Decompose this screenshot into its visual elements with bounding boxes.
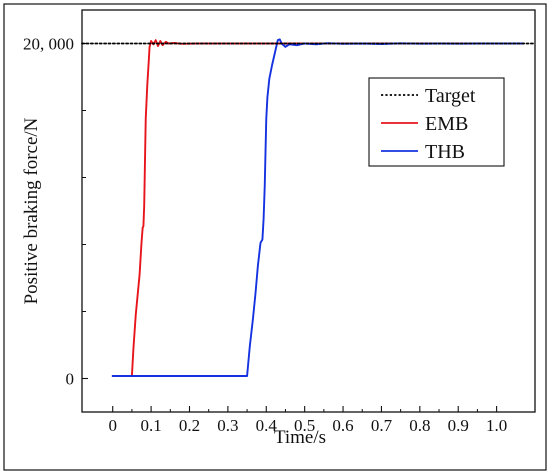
x-tick-label: 0.9 [448, 416, 469, 435]
legend-label-thb: THB [425, 141, 465, 163]
x-tick-label: 0.7 [371, 416, 393, 435]
x-axis-label: Time/s [274, 427, 326, 448]
x-tick-label: 0.3 [217, 416, 238, 435]
x-tick-label: 0.6 [332, 416, 353, 435]
figure-border [3, 3, 547, 471]
legend-label-target: Target [425, 85, 476, 107]
x-tick-label: 0.5 [294, 416, 315, 435]
x-tick-label: 1.0 [486, 416, 507, 435]
x-tick-label: 0.8 [409, 416, 430, 435]
x-tick-label: 0.1 [140, 416, 161, 435]
x-tick-label: 0.2 [179, 416, 200, 435]
x-axis-ticks: 0 0.1 0.2 0.3 0.4 0.5 0.6 0.7 0.8 0.9 1.0 [108, 406, 507, 435]
x-tick-label: 0.4 [256, 416, 278, 435]
y-tick-label: 0 [66, 370, 75, 389]
legend: Target EMB THB [368, 77, 505, 167]
plot-area [81, 9, 536, 413]
legend-label-emb: EMB [425, 113, 468, 135]
y-tick-label: 20, 000 [23, 35, 74, 54]
series-layer [81, 38, 536, 377]
x-tick-label: 0 [108, 416, 117, 435]
y-axis-label: Positive braking force/N [21, 117, 42, 304]
